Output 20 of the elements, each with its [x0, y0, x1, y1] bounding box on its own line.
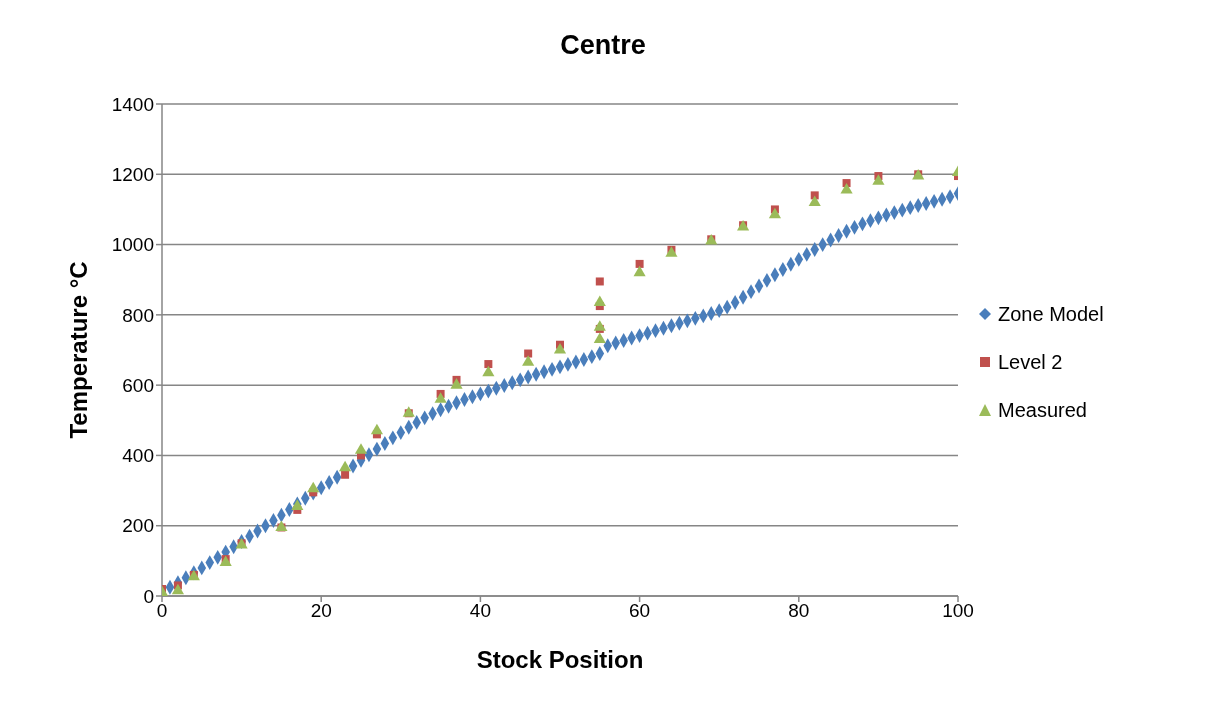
- y-tick-label: 200: [122, 515, 154, 537]
- chart-title: Centre: [559, 30, 647, 61]
- x-tick-label: 100: [942, 600, 974, 622]
- x-tick-label: 60: [629, 600, 651, 622]
- x-tick-label: 80: [788, 600, 810, 622]
- y-tick-label: 1400: [111, 93, 154, 115]
- legend-label: Zone Model: [998, 302, 1104, 326]
- y-tick-label: 600: [122, 374, 154, 396]
- y-tick-label: 800: [122, 304, 154, 326]
- y-tick-label: 1200: [111, 164, 154, 186]
- y-axis-title: Temperature °C: [64, 261, 92, 439]
- y-tick-label: 1000: [111, 234, 154, 256]
- legend-label: Level 2: [998, 350, 1063, 374]
- x-tick-label: 20: [310, 600, 332, 622]
- x-tick-label: 0: [156, 600, 168, 622]
- y-tick-label: 0: [143, 585, 154, 607]
- y-tick-label: 400: [122, 445, 154, 467]
- legend-label: Measured: [998, 398, 1087, 422]
- x-axis-title: Stock Position: [476, 646, 644, 673]
- x-tick-label: 40: [469, 600, 491, 622]
